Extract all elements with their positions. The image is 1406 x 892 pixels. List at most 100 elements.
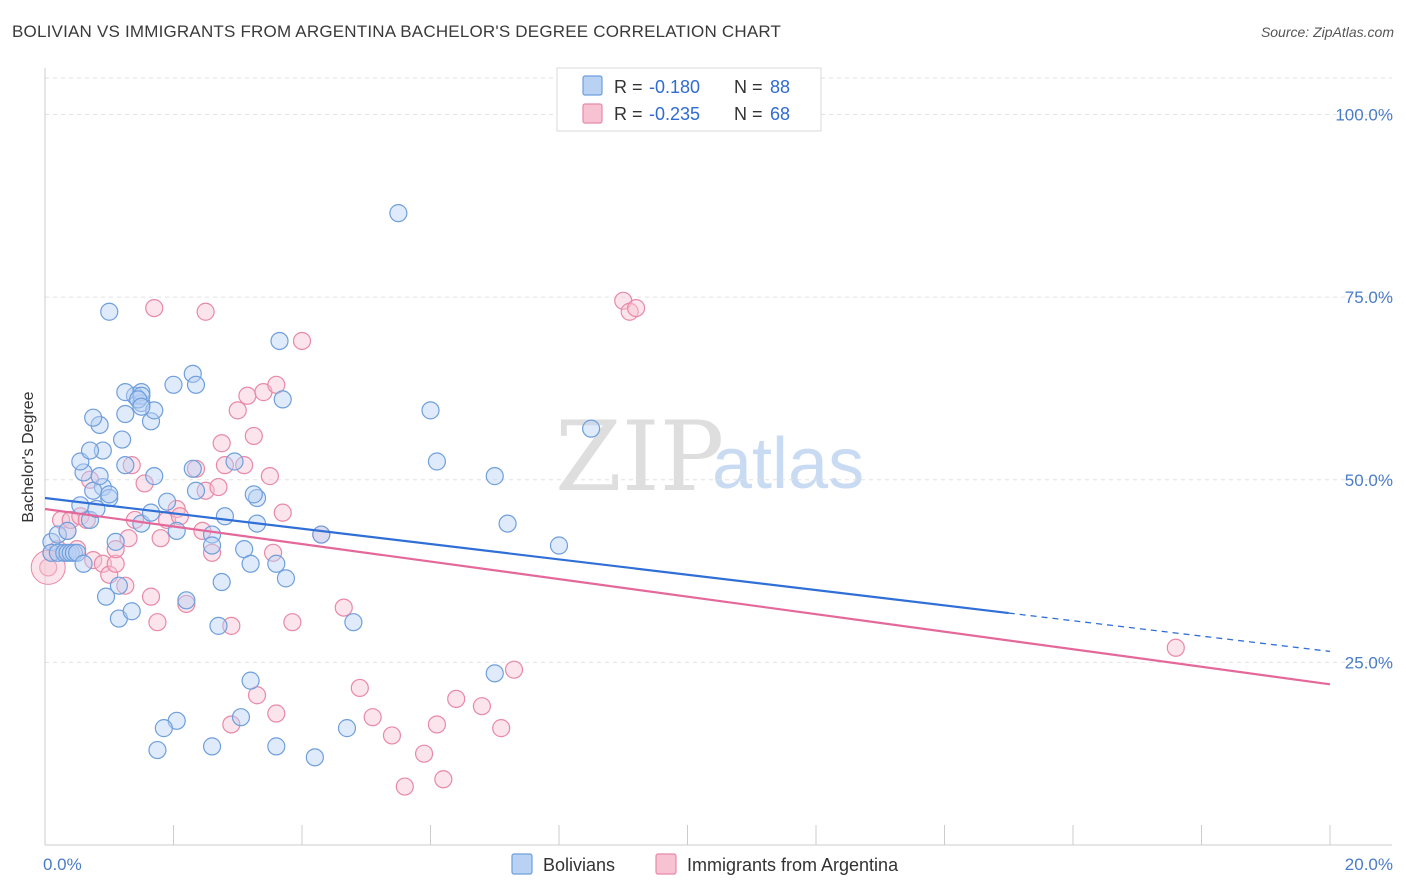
data-point: [267, 554, 286, 573]
data-point: [135, 474, 154, 493]
data-point: [427, 452, 447, 471]
data-point: [235, 456, 254, 475]
data-point: [337, 719, 357, 738]
data-point: [382, 726, 402, 745]
data-point: [485, 467, 504, 486]
data-point: [48, 543, 67, 562]
data-point: [141, 587, 161, 606]
data-point: [116, 456, 135, 475]
chart-title: BOLIVIAN VS IMMIGRANTS FROM ARGENTINA BA…: [12, 22, 782, 41]
legend-n-value-1: 88: [770, 77, 790, 97]
bottom-legend-swatch-bolivians: [511, 853, 533, 875]
data-point: [504, 660, 524, 679]
legend-top: R = -0.180 N = 88 R = -0.235 N = 68: [556, 67, 822, 132]
data-point: [212, 572, 231, 592]
data-point: [106, 532, 125, 551]
data-point: [421, 401, 440, 420]
data-point: [549, 536, 569, 555]
data-point: [148, 613, 167, 632]
data-point: [273, 503, 292, 522]
x-tick-label: 0.0%: [43, 855, 82, 874]
data-point: [363, 708, 382, 727]
gridlines: [45, 77, 1392, 663]
data-point: [68, 543, 87, 562]
data-point: [447, 689, 466, 709]
data-point: [238, 386, 257, 405]
legend-r-value-2: -0.235: [649, 104, 700, 124]
data-point: [334, 598, 353, 617]
data-point: [427, 715, 447, 734]
source-credit: Source: ZipAtlas.com: [1260, 24, 1394, 40]
data-point: [90, 415, 109, 435]
bottom-legend-label-argentina: Immigrants from Argentina: [687, 855, 899, 875]
data-point: [132, 397, 151, 416]
data-point: [96, 587, 116, 606]
data-point: [90, 467, 109, 486]
data-point: [74, 554, 93, 573]
data-point: [267, 704, 286, 723]
data-point: [212, 434, 231, 453]
watermark-atlas: atlas: [712, 424, 864, 504]
legend-r-label-2: R =: [614, 104, 643, 124]
data-point: [196, 302, 215, 321]
y-tick-label: 50.0%: [1345, 471, 1393, 490]
data-point: [260, 467, 279, 486]
data-point: [244, 426, 263, 446]
data-point: [42, 543, 61, 562]
data-point: [267, 737, 286, 756]
data-point: [222, 715, 241, 734]
data-point: [157, 492, 177, 511]
data-point: [350, 678, 369, 698]
data-point: [112, 430, 132, 449]
data-point: [414, 744, 434, 763]
legend-bottom: Bolivians Immigrants from Argentina: [511, 853, 899, 875]
data-point: [116, 576, 135, 595]
data-point: [84, 551, 103, 570]
data-point: [148, 740, 167, 760]
data-point: [283, 613, 302, 632]
x-tick-label: 20.0%: [1345, 855, 1393, 874]
data-point: [202, 536, 222, 555]
data-point: [93, 477, 112, 497]
data-point: [141, 503, 161, 522]
data-point: [84, 408, 103, 427]
data-point: [292, 331, 312, 351]
data-point: [1166, 638, 1185, 657]
data-point: [116, 404, 135, 424]
data-point: [122, 602, 141, 621]
data-point: [276, 569, 296, 588]
bottom-legend-swatch-argentina: [655, 853, 677, 875]
data-point: [626, 299, 646, 318]
data-point: [202, 737, 222, 756]
data-point: [151, 529, 170, 548]
data-point: [106, 554, 125, 573]
data-point: [106, 540, 125, 559]
data-point: [71, 496, 90, 515]
data-point: [492, 719, 511, 738]
data-point: [93, 441, 112, 460]
data-point: [58, 521, 77, 540]
watermark-zip: ZIP: [555, 401, 724, 513]
data-point: [263, 543, 283, 562]
data-point: [141, 412, 161, 431]
legend-n-label-2: N =: [734, 104, 763, 124]
data-point: [186, 375, 206, 394]
data-point: [395, 777, 414, 796]
data-point: [231, 708, 251, 727]
data-point: [498, 514, 517, 533]
data-point: [225, 452, 244, 471]
data-point: [167, 521, 186, 540]
trend-line-argentina: [44, 507, 1331, 686]
data-point: [145, 467, 164, 486]
data-point: [222, 616, 241, 635]
legend-swatch-bolivians: [582, 75, 603, 96]
data-point: [434, 770, 453, 789]
trend-lines: [44, 496, 1331, 686]
legend-swatch-argentina: [582, 103, 603, 124]
data-point: [312, 525, 331, 544]
y-tick-label: 25.0%: [1345, 653, 1393, 672]
series-bolivians-points: [42, 204, 601, 767]
data-point: [93, 554, 112, 573]
bottom-legend-label-bolivians: Bolivians: [543, 855, 615, 875]
